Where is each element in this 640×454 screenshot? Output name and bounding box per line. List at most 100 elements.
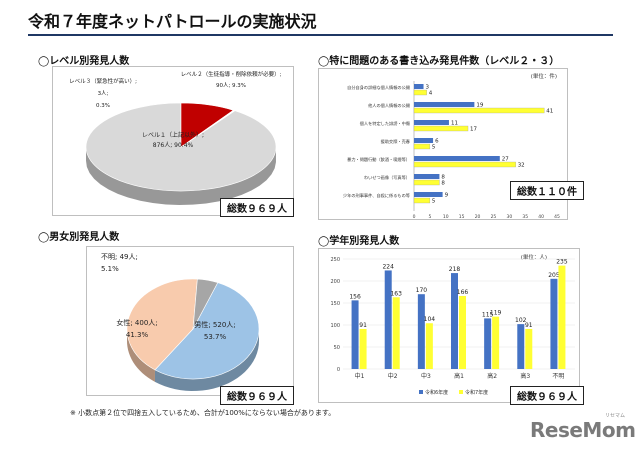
level-pie-panel: レベル１（上記以外）; 876人; 90.4% レベル２（生徒指導・削除依頼が必要）… (52, 66, 294, 216)
legend-swatch (459, 390, 463, 394)
x-tick-label: 20 (475, 214, 481, 219)
x-tick-label: 5 (428, 214, 431, 219)
bar (413, 197, 431, 204)
x-tick-label: 45 (554, 214, 560, 219)
pie-slice (154, 282, 260, 380)
bar-data-label: 170 (416, 287, 428, 294)
category-label: 不明 (552, 373, 564, 380)
bar-data-label: 41 (546, 109, 553, 115)
bar-data-label: 119 (490, 310, 502, 317)
level-pie-chart: レベル１（上記以外）; 876人; 90.4% レベル２（生徒指導・削除依頼が必要）… (69, 70, 282, 205)
category-label: 高2 (487, 372, 497, 380)
bar-data-label: 91 (359, 322, 367, 329)
bar-data-label: 5 (432, 145, 436, 151)
pie-data-label: 5.1% (101, 265, 119, 273)
gender-total: 総数９６９人 (220, 386, 294, 405)
category-label: わいせつ画像（写真等） (364, 174, 410, 181)
bar (451, 273, 458, 369)
section-title-gender: ◯男女別発見人数 (38, 232, 120, 243)
bar (517, 324, 525, 369)
pie-data-label: レベル２（生徒指導・削除依頼が必要）; (181, 70, 282, 78)
bar-data-label: 27 (502, 157, 509, 163)
pie-data-label: 0.3% (96, 103, 110, 109)
resemom-logo-sub: リセマム (605, 413, 626, 419)
category-label: 自分自身の詳細な個人情報の公開 (347, 84, 410, 91)
bar (414, 174, 440, 179)
x-tick-label: 30 (506, 214, 512, 219)
bar-data-label: 224 (382, 263, 394, 270)
bar-data-label: 205 (548, 272, 560, 279)
x-tick-label: 35 (522, 214, 528, 219)
y-tick-label: 0 (337, 367, 340, 373)
y-tick-label: 250 (330, 257, 340, 263)
page-title: 令和７年度ネットパトロールの実施状況 (28, 12, 317, 31)
grade-total: 総数９６９人 (510, 386, 584, 405)
bar (413, 179, 440, 186)
pie-data-label: レベル１（上記以外）; (142, 131, 204, 139)
unit-label: (単位：件) (531, 72, 557, 80)
pie-slice-side (154, 328, 259, 391)
bar-data-label: 102 (515, 317, 527, 324)
category-label: 中3 (421, 372, 431, 380)
category-label: 個人を特定した誹謗・中傷 (360, 120, 411, 127)
bar (413, 125, 469, 132)
category-label: 中2 (388, 372, 398, 380)
x-tick-label: 15 (459, 214, 465, 219)
pie-slice (126, 278, 198, 371)
x-tick-label: 40 (538, 214, 544, 219)
bar (413, 89, 427, 96)
pie-data-label: 男性; 520人; (194, 320, 235, 329)
bar-data-label: 91 (525, 322, 533, 329)
bar (558, 265, 566, 369)
section-title-problem: ◯特に問題のある書き込み発見件数（レベル２・３） (318, 56, 560, 67)
bar-data-label: 4 (429, 91, 433, 97)
bar-data-label: 8 (441, 175, 445, 181)
legend-label: 令和7年度 (465, 389, 488, 396)
y-tick-label: 150 (330, 301, 340, 307)
pie-data-label: レベル３（緊急性が高い）; (69, 77, 137, 85)
bar-data-label: 235 (556, 259, 568, 266)
bar (492, 316, 500, 369)
bar-data-label: 19 (476, 103, 483, 109)
bar (414, 156, 500, 161)
bar (414, 102, 475, 107)
bar (484, 318, 492, 369)
problem-total: 総数１１０件 (510, 181, 584, 200)
bar-data-label: 6 (435, 139, 439, 145)
bar (417, 294, 425, 369)
section-title-level: ◯レベル別発見人数 (38, 56, 130, 67)
section-title-grade: ◯学年別発見人数 (318, 236, 400, 247)
bar (413, 143, 431, 150)
bar-data-label: 166 (457, 289, 469, 296)
bar-data-label: 8 (441, 181, 445, 187)
category-label: 中1 (355, 372, 365, 380)
pie-data-label: 不明; 49人; (101, 253, 138, 261)
bar-data-label: 5 (432, 199, 436, 205)
bar-data-label: 163 (390, 290, 402, 297)
footnote: ※ 小数点第２位で四捨五入しているため、合計が100%にならない場合があります。 (70, 409, 336, 417)
bar (459, 295, 466, 369)
grade-bar-chart: (単位：人) 0 50 100 150 200 250 156 91 中1 224 163 中2 170 1… (330, 253, 575, 396)
bar (525, 328, 533, 369)
bar (425, 323, 433, 369)
bar (413, 107, 545, 114)
pie-slice-side (127, 328, 155, 382)
bar (392, 297, 400, 369)
bar-data-label: 3 (426, 85, 430, 91)
x-tick-label: 25 (491, 214, 497, 219)
pie-data-label: 41.3% (126, 331, 149, 339)
level-total: 総数９６９人 (220, 198, 294, 217)
bar (351, 300, 359, 369)
y-tick-label: 200 (330, 279, 340, 285)
bar-data-label: 17 (470, 127, 477, 133)
pie-slice (192, 278, 219, 330)
pie-slice (180, 109, 236, 148)
x-tick-label: 10 (443, 214, 449, 219)
bar (414, 192, 443, 197)
bar-data-label: 9 (445, 193, 449, 199)
category-label: 少年の刑事事件、自殺に係るもの等 (343, 192, 410, 199)
legend-swatch (419, 390, 423, 394)
pie-data-label: 53.7% (204, 333, 227, 341)
bar-data-label: 104 (424, 316, 436, 323)
grade-bar-panel: (単位：人) 0 50 100 150 200 250 156 91 中1 224 163 中2 170 1… (318, 248, 580, 403)
